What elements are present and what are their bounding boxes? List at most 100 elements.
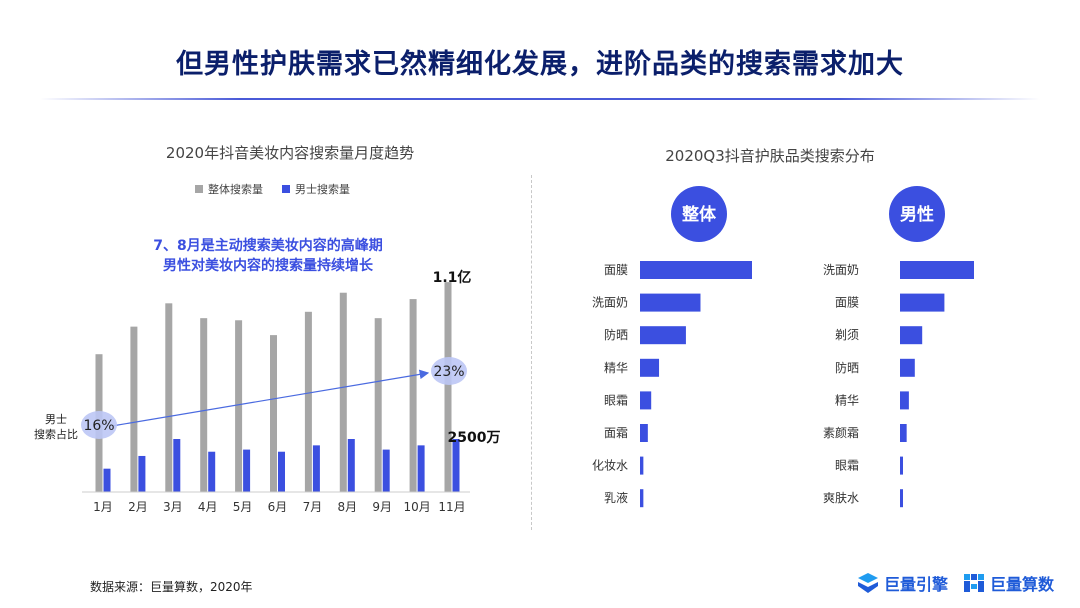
category-label: 面霜 [604, 426, 628, 440]
category-label: 素颜霜 [823, 425, 859, 440]
bar-male-4 [208, 451, 216, 492]
category-label: 洗面奶 [823, 263, 859, 277]
annotation-line-2: 男性对美妆内容的搜索量持续增长 [163, 257, 374, 274]
category-bar [900, 489, 903, 508]
category-bar [900, 391, 909, 410]
category-label: 精华 [604, 361, 628, 375]
x-tick-label: 3月 [163, 500, 183, 514]
bar-overall-4 [200, 318, 208, 492]
category-bar [900, 424, 907, 442]
bar-overall-10 [409, 299, 417, 492]
male-share-start-bubble [81, 411, 117, 439]
male-share-end-bubble [431, 357, 467, 385]
category-bar [640, 456, 644, 475]
logo-juliang-suanshu: 巨量算数 [962, 571, 1054, 595]
category-bar [640, 358, 660, 377]
male-panel-header: 男性 [900, 204, 934, 225]
bar-overall-7 [304, 311, 312, 492]
x-tick-label: 6月 [268, 500, 288, 514]
legend-label-overall: 整体搜索量 [208, 182, 263, 196]
category-bar [900, 326, 923, 345]
chart-divider [531, 175, 532, 530]
bar-overall-11 [444, 282, 452, 492]
category-label: 面膜 [835, 296, 859, 310]
overall-panel-header-circle [671, 186, 727, 242]
bar-male-5 [243, 449, 251, 492]
category-label: 化妆水 [592, 459, 628, 473]
x-axis-labels: 1月 2月 3月 4月 5月 6月 7月 8月 9月 10月 11月 [93, 500, 465, 514]
brand-logos: 巨量引擎 巨量算数 [842, 570, 1054, 596]
male-share-start-value: 16% [83, 418, 114, 434]
category-label: 眼霜 [835, 459, 859, 473]
category-bar [900, 456, 903, 475]
legend-swatch-overall [195, 185, 203, 193]
bar-male-1 [103, 468, 111, 492]
x-tick-label: 10月 [403, 500, 430, 514]
data-source-note: 数据来源：巨量算数，2020年 [90, 580, 253, 594]
legend-swatch-male [282, 185, 290, 193]
bar-male-7 [312, 445, 320, 492]
category-bar [900, 358, 915, 377]
title-underline [40, 98, 1040, 100]
bar-male-11 [452, 439, 460, 492]
category-label: 剃须 [835, 328, 859, 342]
category-label: 爽肤水 [823, 490, 859, 505]
page-title: 但男性护肤需求已然精细化发展，进阶品类的搜索需求加大 [176, 49, 904, 80]
x-tick-label: 8月 [337, 500, 357, 514]
logo-text-juliang-suanshu: 巨量算数 [989, 575, 1054, 594]
category-bar [640, 391, 652, 410]
overall-panel-header: 整体 [682, 204, 717, 225]
bar-overall-5 [235, 320, 243, 492]
bar-male-2 [138, 455, 146, 492]
male-panel-header-circle [889, 186, 945, 242]
logo-juliang-yinqing: 巨量引擎 [856, 571, 948, 595]
right-chart-title: 2020Q3抖音护肤品类搜索分布 [665, 147, 875, 165]
x-tick-label: 9月 [372, 500, 392, 514]
category-label: 面膜 [604, 263, 628, 277]
category-label: 精华 [835, 393, 859, 407]
x-tick-label: 4月 [198, 500, 218, 514]
bar-overall-9 [374, 318, 382, 492]
overall-nov-value-label: 1.1亿 [433, 269, 472, 286]
category-label: 洗面奶 [592, 296, 628, 310]
category-bar [640, 293, 701, 312]
x-tick-label: 7月 [303, 500, 323, 514]
category-bar [640, 489, 644, 508]
bar-male-6 [278, 451, 285, 492]
bar-male-3 [173, 439, 181, 492]
category-label: 防晒 [835, 360, 859, 375]
logo-text-juliang-yinqing: 巨量引擎 [883, 575, 948, 594]
category-label: 眼霜 [604, 393, 628, 407]
male-share-end-value: 23% [433, 364, 464, 380]
skincare-category-distribution-chart: 2020Q3抖音护肤品类搜索分布 整体 男性 面膜洗面奶防晒精华眼霜面霜化妆水乳… [592, 147, 974, 508]
bar-male-9 [382, 449, 390, 492]
juliang-suanshu-logo-icon [963, 574, 984, 592]
bar-male-10 [417, 445, 425, 492]
x-tick-label: 2月 [128, 500, 148, 514]
bar-overall-3 [165, 303, 173, 492]
monthly-search-trend-chart: 2020年抖音美妆内容搜索量月度趋势 整体搜索量 男士搜索量 7、8月是主动搜索… [34, 144, 501, 514]
juliang-yinqing-logo-icon [857, 573, 878, 593]
category-bar [900, 293, 945, 312]
category-label: 乳液 [604, 490, 628, 505]
category-bar [900, 261, 974, 279]
category-label: 防晒 [604, 327, 628, 342]
category-bar [640, 261, 752, 279]
bar-overall-2 [130, 326, 138, 492]
male-share-trend-arrow [111, 369, 430, 427]
male-share-label-line-2: 搜索占比 [34, 427, 78, 441]
bar-overall-8 [339, 292, 347, 492]
category-bar [640, 326, 686, 345]
x-tick-label: 5月 [233, 500, 253, 514]
male-share-label-line-1: 男士 [45, 413, 67, 426]
annotation-line-1: 7、8月是主动搜索美妆内容的高峰期 [153, 237, 382, 254]
left-chart-title: 2020年抖音美妆内容搜索量月度趋势 [166, 144, 414, 162]
bar-male-8 [347, 439, 355, 492]
bar-overall-6 [270, 335, 277, 492]
category-bar [640, 424, 648, 442]
x-tick-label: 1月 [93, 500, 113, 514]
male-nov-value-label: 2500万 [448, 430, 501, 446]
legend-label-male: 男士搜索量 [295, 182, 350, 196]
